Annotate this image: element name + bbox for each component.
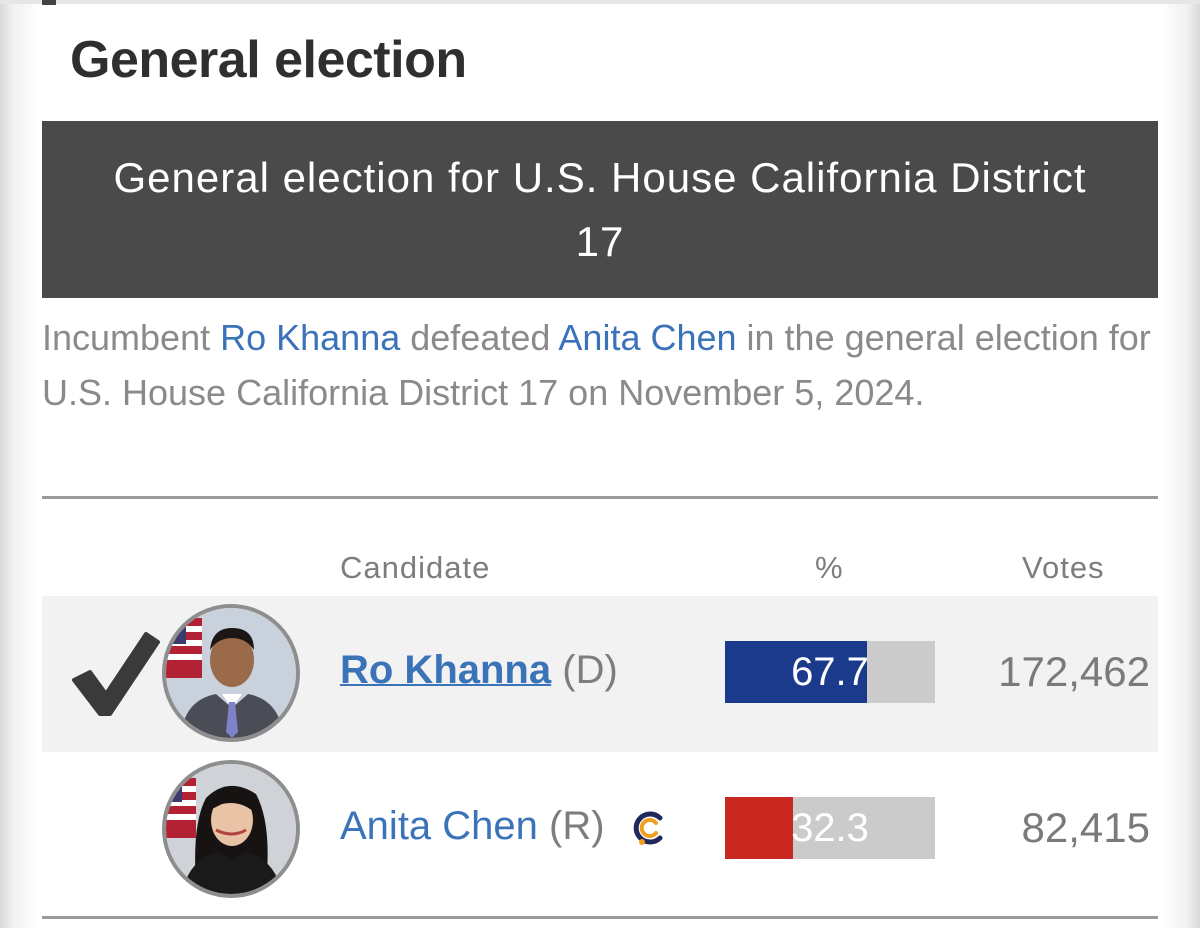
column-header-votes: Votes [1022,550,1105,585]
race-title: General election for U.S. House Californ… [113,153,1087,265]
race-title-banner: General election for U.S. House Californ… [42,121,1158,298]
avatar-anita-chen [162,760,300,898]
summary-text: in the general election for U.S. House C… [42,317,1151,413]
race-summary: Incumbent Ro Khanna defeated Anita Chen … [42,310,1158,420]
summary-text: defeated [400,317,559,358]
column-header-candidate: Candidate [340,550,491,585]
party-label: (D) [562,648,618,692]
party-label: (R) [549,804,605,848]
vote-share-bar: 32.3 [725,797,935,859]
vote-share-bar: 67.7 [725,641,935,703]
summary-text: Incumbent [42,317,221,358]
top-accent [42,0,56,5]
vote-count: 82,415 [1021,804,1150,851]
column-header-percent: % [815,550,844,585]
summary-loser-link[interactable]: Anita Chen [558,317,737,358]
candidate-link-anita-chen[interactable]: Anita Chen [340,804,538,848]
checkmark-icon [72,632,160,716]
candidate-name-cell: Anita Chen (R) [340,804,670,849]
vote-share-label: 67.7 [791,650,869,694]
cpac-endorsement-icon[interactable] [630,808,670,848]
vote-share-fill [725,641,868,703]
vote-share-label: 32.3 [791,806,869,850]
table-row-ro-khanna: Ro Khanna (D) 67.7 172,462 [42,596,1158,752]
avatar-ro-khanna [162,604,300,742]
candidate-link-ro-khanna[interactable]: Ro Khanna [340,648,552,692]
summary-winner-link[interactable]: Ro Khanna [220,317,401,358]
table-row-anita-chen: Anita Chen (R) 32.3 82,415 [42,752,1158,908]
vote-count: 172,462 [998,648,1150,695]
top-divider [0,0,1200,4]
candidate-name-cell: Ro Khanna (D) [340,648,618,693]
table-top-divider [42,496,1158,499]
vote-share-fill [725,797,793,859]
table-bottom-divider [42,916,1158,919]
section-title: General election [70,31,467,89]
